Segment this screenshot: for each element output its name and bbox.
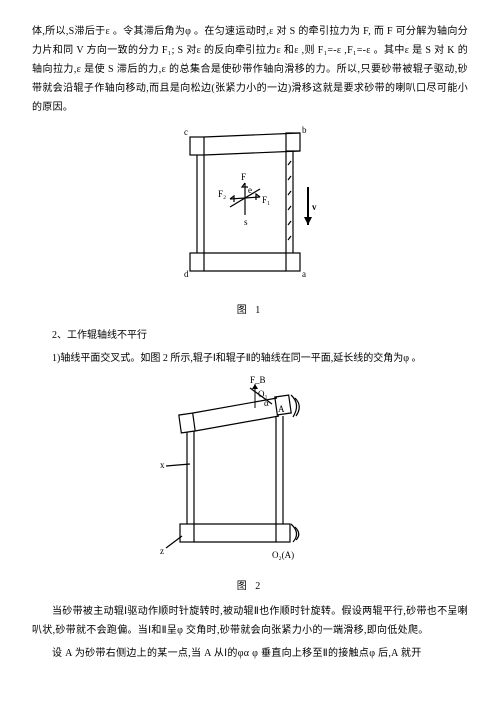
- fig1-label-f1: F₁: [262, 195, 270, 205]
- section-2-title: 2、工作辊轴线不平行: [32, 326, 468, 345]
- fig1-label-a: a: [302, 269, 306, 279]
- fig1-label-d: d: [184, 269, 189, 279]
- fig1-label-b: b: [302, 125, 307, 135]
- fig2-label-alpha: α: [264, 398, 269, 408]
- fig2-label-o2: O₂(A): [272, 550, 294, 560]
- fig2-label-fb: F_B: [250, 376, 266, 385]
- fig2-label-x: x: [160, 460, 165, 470]
- section-2-1: 1)轴线平面交叉式。如图 2 所示,辊子Ⅰ和辊子Ⅱ的轴线在同一平面,延长线的交角…: [32, 349, 468, 368]
- paragraph-1: 体,所以,S滞后于ε 。令其滞后角为φ 。在匀速运动时,ε 对 S 的牵引拉力为…: [32, 22, 468, 117]
- figure-2-block: F_B O₁ A α x z O₂(A) 图 2: [32, 376, 468, 596]
- figure-2-svg: F_B O₁ A α x z O₂(A): [160, 376, 340, 566]
- paragraph-3: 设 A 为砂带右侧边上的某一点,当 A 从Ⅰ的φα φ 垂直向上移至Ⅱ的接触点φ…: [32, 644, 468, 663]
- figure-1-block: c b d a F₂ F e s F₁ v 图 1: [32, 125, 468, 320]
- figure-2-caption: 图 2: [32, 577, 468, 596]
- paragraph-2: 当砂带被主动辊Ⅰ驱动作顺时针旋转时,被动辊Ⅱ也作顺时针旋转。假设两辊平行,砂带也…: [32, 602, 468, 640]
- fig1-label-f: F: [241, 172, 246, 182]
- fig2-label-a: A: [278, 404, 285, 414]
- fig1-label-e: e: [248, 185, 252, 195]
- fig1-label-v: v: [312, 202, 317, 212]
- figure-1-caption: 图 1: [32, 301, 468, 320]
- fig1-label-c: c: [184, 127, 188, 137]
- fig1-label-f2: F₂: [218, 189, 226, 199]
- fig2-label-z: z: [160, 546, 164, 556]
- fig1-label-s: s: [244, 217, 248, 227]
- figure-1-svg: c b d a F₂ F e s F₁ v: [160, 125, 340, 290]
